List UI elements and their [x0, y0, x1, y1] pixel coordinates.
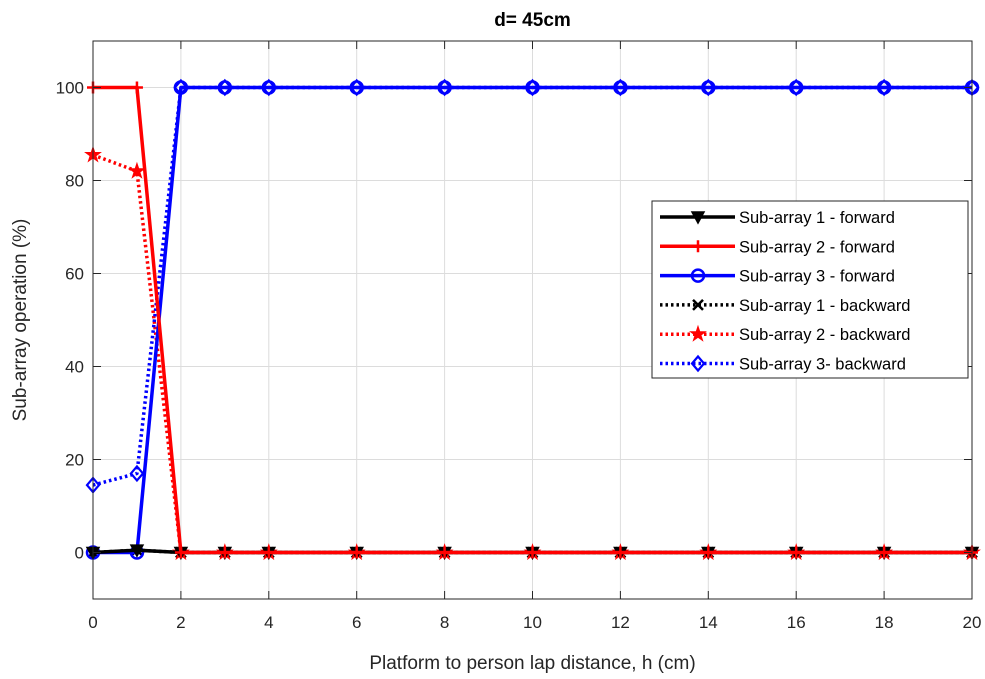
data-point-diamond — [690, 354, 706, 373]
data-point-circle — [437, 80, 452, 95]
y-axis-label: Sub-array operation (%) — [10, 219, 31, 422]
data-point-circle — [701, 80, 716, 95]
x-tick-label: 12 — [611, 613, 630, 632]
data-point-circle — [525, 80, 540, 95]
x-tick-label: 0 — [88, 613, 97, 632]
data-point-circle — [349, 80, 364, 95]
chart-title: d= 45cm — [494, 10, 571, 31]
data-point-circle — [261, 80, 277, 95]
data-point-diamond — [129, 464, 145, 483]
data-point-plus — [878, 546, 891, 559]
legend-box — [651, 200, 969, 379]
series-line — [93, 85, 972, 555]
data-point-plus — [614, 546, 627, 559]
x-tick-label: 4 — [264, 613, 273, 632]
x-tick-label: 2 — [176, 613, 185, 632]
data-point-plus — [218, 546, 231, 559]
data-point-plus — [790, 546, 803, 559]
data-point-plus — [174, 546, 187, 559]
data-point-triangle — [129, 544, 145, 558]
x-tick-label: 6 — [352, 613, 361, 632]
y-tick-label: 40 — [65, 358, 84, 377]
data-point-plus — [526, 546, 539, 559]
y-tick-label: 20 — [65, 451, 84, 470]
y-tick-label: 60 — [65, 265, 84, 284]
legend-label: Sub-array 1 - forward — [739, 209, 895, 227]
legend-item: Sub-array 1 - forward — [660, 209, 895, 227]
data-point-circle — [876, 80, 892, 95]
legend-label: Sub-array 3 - forward — [739, 268, 895, 286]
data-point-plus — [702, 546, 715, 559]
legend-item: Sub-array 2 - forward — [660, 238, 895, 256]
legend-label: Sub-array 2 - backward — [739, 326, 911, 344]
y-tick-label: 100 — [56, 79, 84, 98]
data-point-circle — [217, 80, 233, 95]
data-point-plus — [350, 546, 363, 559]
data-point-x — [692, 299, 704, 311]
x-tick-label: 20 — [963, 613, 982, 632]
y-tick-label: 80 — [65, 172, 84, 191]
data-point-plus — [262, 546, 275, 559]
x-tick-label: 14 — [699, 613, 718, 632]
legend-item: Sub-array 2 - backward — [660, 324, 911, 344]
legend-label: Sub-array 1 - backward — [739, 297, 911, 315]
data-point-plus — [438, 546, 451, 559]
data-point-plus — [130, 81, 143, 94]
legend-label: Sub-array 2 - forward — [739, 238, 895, 256]
legend-item: Sub-array 3 - forward — [660, 268, 895, 286]
data-point-star — [128, 161, 146, 179]
x-axis-label: Platform to person lap distance, h (cm) — [369, 653, 695, 674]
x-tick-label: 16 — [787, 613, 806, 632]
data-point-circle — [173, 80, 189, 95]
x-tick-label: 10 — [523, 613, 542, 632]
legend-label: Sub-array 3- backward — [739, 356, 906, 374]
series-group — [84, 78, 981, 561]
data-point-star — [689, 324, 707, 342]
x-tick-label: 18 — [875, 613, 894, 632]
data-point-circle — [690, 268, 706, 283]
data-point-plus — [692, 240, 704, 253]
data-point-circle — [788, 80, 804, 95]
legend-item: Sub-array 1 - backward — [660, 297, 911, 315]
data-point-circle — [613, 80, 628, 95]
x-tick-label: 8 — [440, 613, 449, 632]
legend: Sub-array 1 - forward Sub-array 2 - forwa… — [651, 200, 969, 379]
y-tick-label: 0 — [75, 544, 84, 563]
legend-item: Sub-array 3- backward — [660, 354, 906, 374]
data-point-triangle — [690, 211, 706, 225]
ticks: 0 2 4 6 8 10 12 14 16 18 20 0 20 40 60 80 100 — [56, 41, 982, 632]
